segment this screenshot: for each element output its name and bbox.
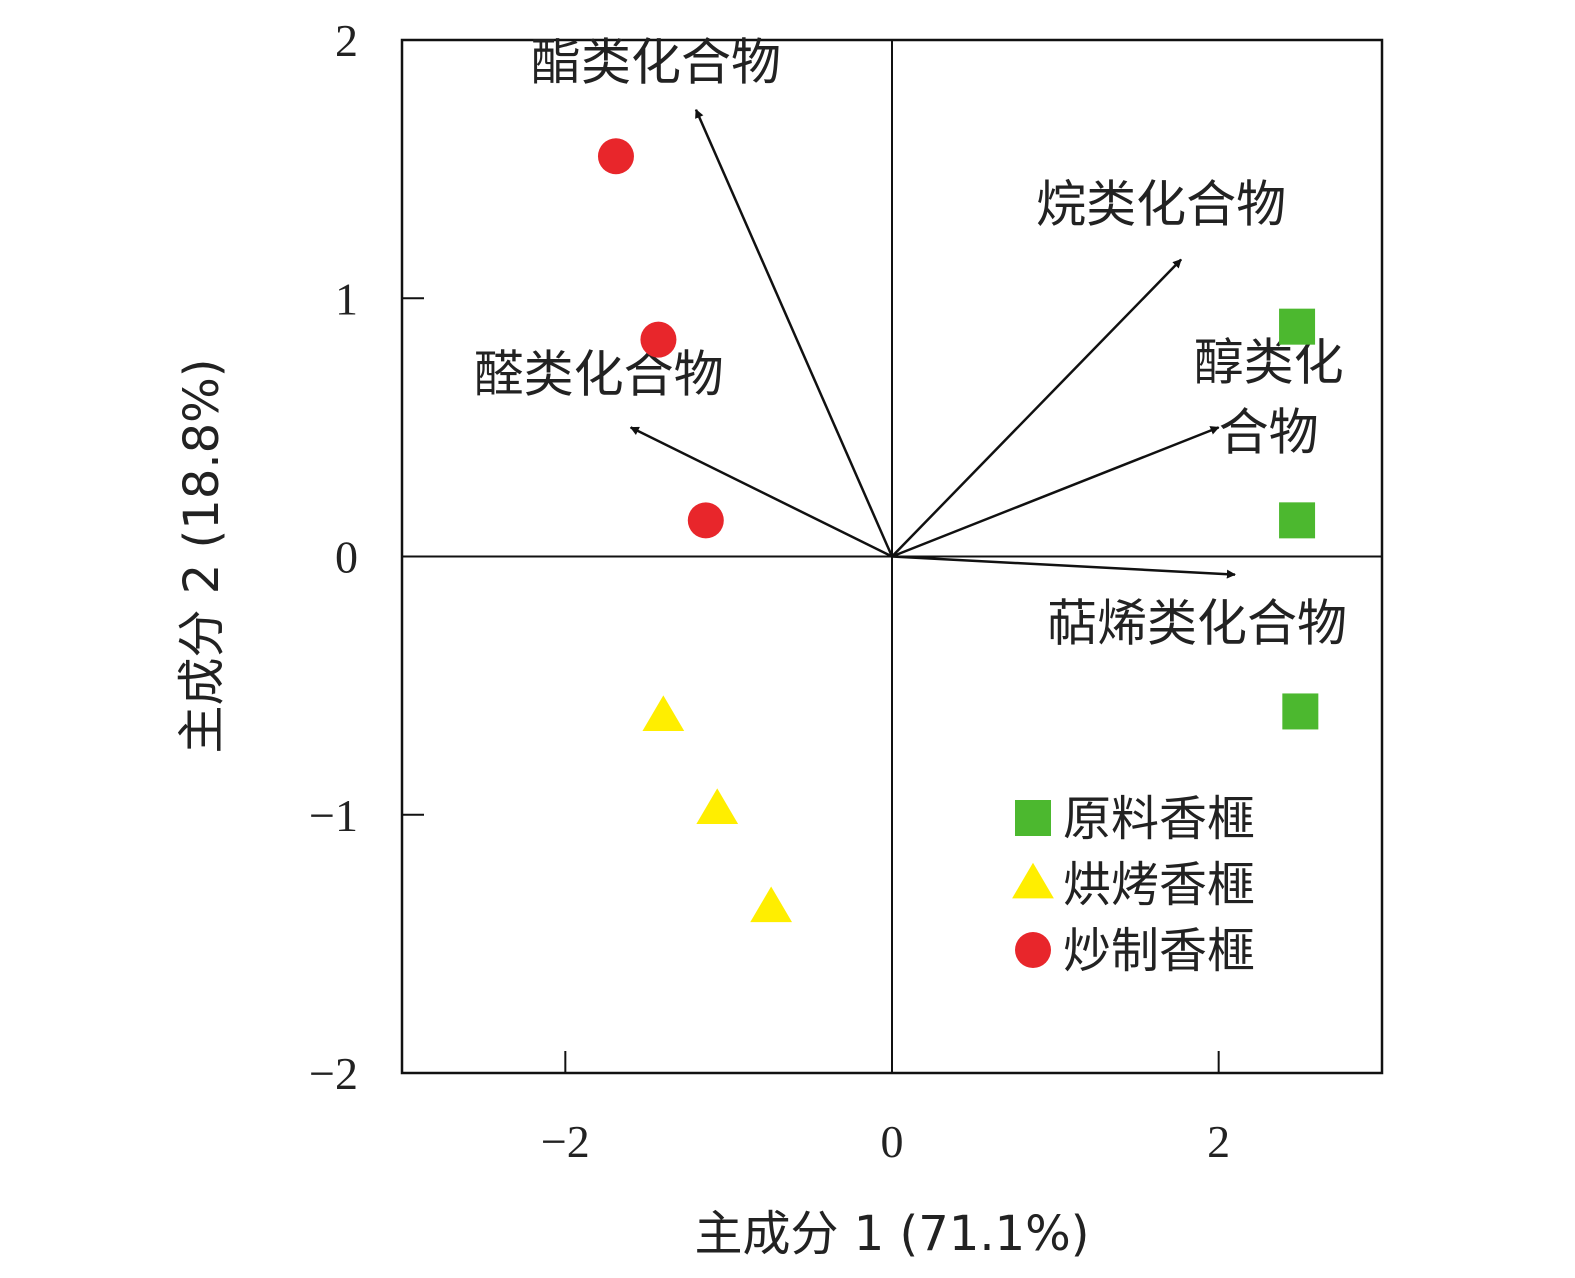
- score-point-circle: [687, 502, 724, 539]
- legend-marker-square: [1015, 800, 1051, 836]
- y-tick-label: −2: [309, 1048, 358, 1099]
- score-points: [597, 138, 1319, 923]
- legend-label: 烘烤香榧: [1063, 857, 1255, 913]
- legend-marker-circle: [1015, 932, 1051, 968]
- loading-label: 烷类化合物: [1036, 176, 1286, 234]
- loading-label: 醇类化合物: [1194, 333, 1344, 461]
- score-point-triangle: [750, 886, 793, 923]
- loading-label: 萜烯类化合物: [1047, 595, 1347, 653]
- y-tick-label: 2: [335, 15, 358, 66]
- legend-marker-triangle: [1012, 862, 1054, 899]
- y-axis-title: 主成分 2 (18.8%): [174, 359, 230, 754]
- loading-arrow: [891, 426, 1220, 558]
- loading-arrow: [891, 555, 1236, 579]
- y-tick-label: 0: [335, 532, 358, 583]
- legend-label: 炒制香榧: [1063, 923, 1255, 979]
- y-tick-label: 1: [335, 273, 358, 324]
- score-point-circle: [597, 138, 634, 175]
- score-point-circle: [640, 321, 677, 358]
- x-tick-label: −2: [541, 1116, 590, 1167]
- loading-arrow: [629, 426, 893, 558]
- score-point-square: [1279, 502, 1316, 539]
- score-point-triangle: [642, 695, 685, 731]
- axis-ticks: −2 0 2 −2 −1 0 1 2: [309, 15, 1230, 1167]
- x-tick-label: 0: [881, 1116, 904, 1167]
- score-point-square: [1279, 308, 1316, 345]
- loading-arrow: [891, 258, 1182, 558]
- loading-arrow: [694, 108, 894, 558]
- x-tick-label: 2: [1207, 1116, 1230, 1167]
- loading-label: 酯类化合物: [531, 34, 781, 92]
- x-axis-title: 主成分 1 (71.1%): [695, 1206, 1090, 1262]
- y-tick-label: −1: [309, 790, 358, 841]
- legend-label: 原料香榧: [1063, 791, 1255, 847]
- score-point-triangle: [696, 788, 739, 824]
- loading-label: 醛类化合物: [474, 345, 724, 403]
- score-point-square: [1282, 693, 1319, 730]
